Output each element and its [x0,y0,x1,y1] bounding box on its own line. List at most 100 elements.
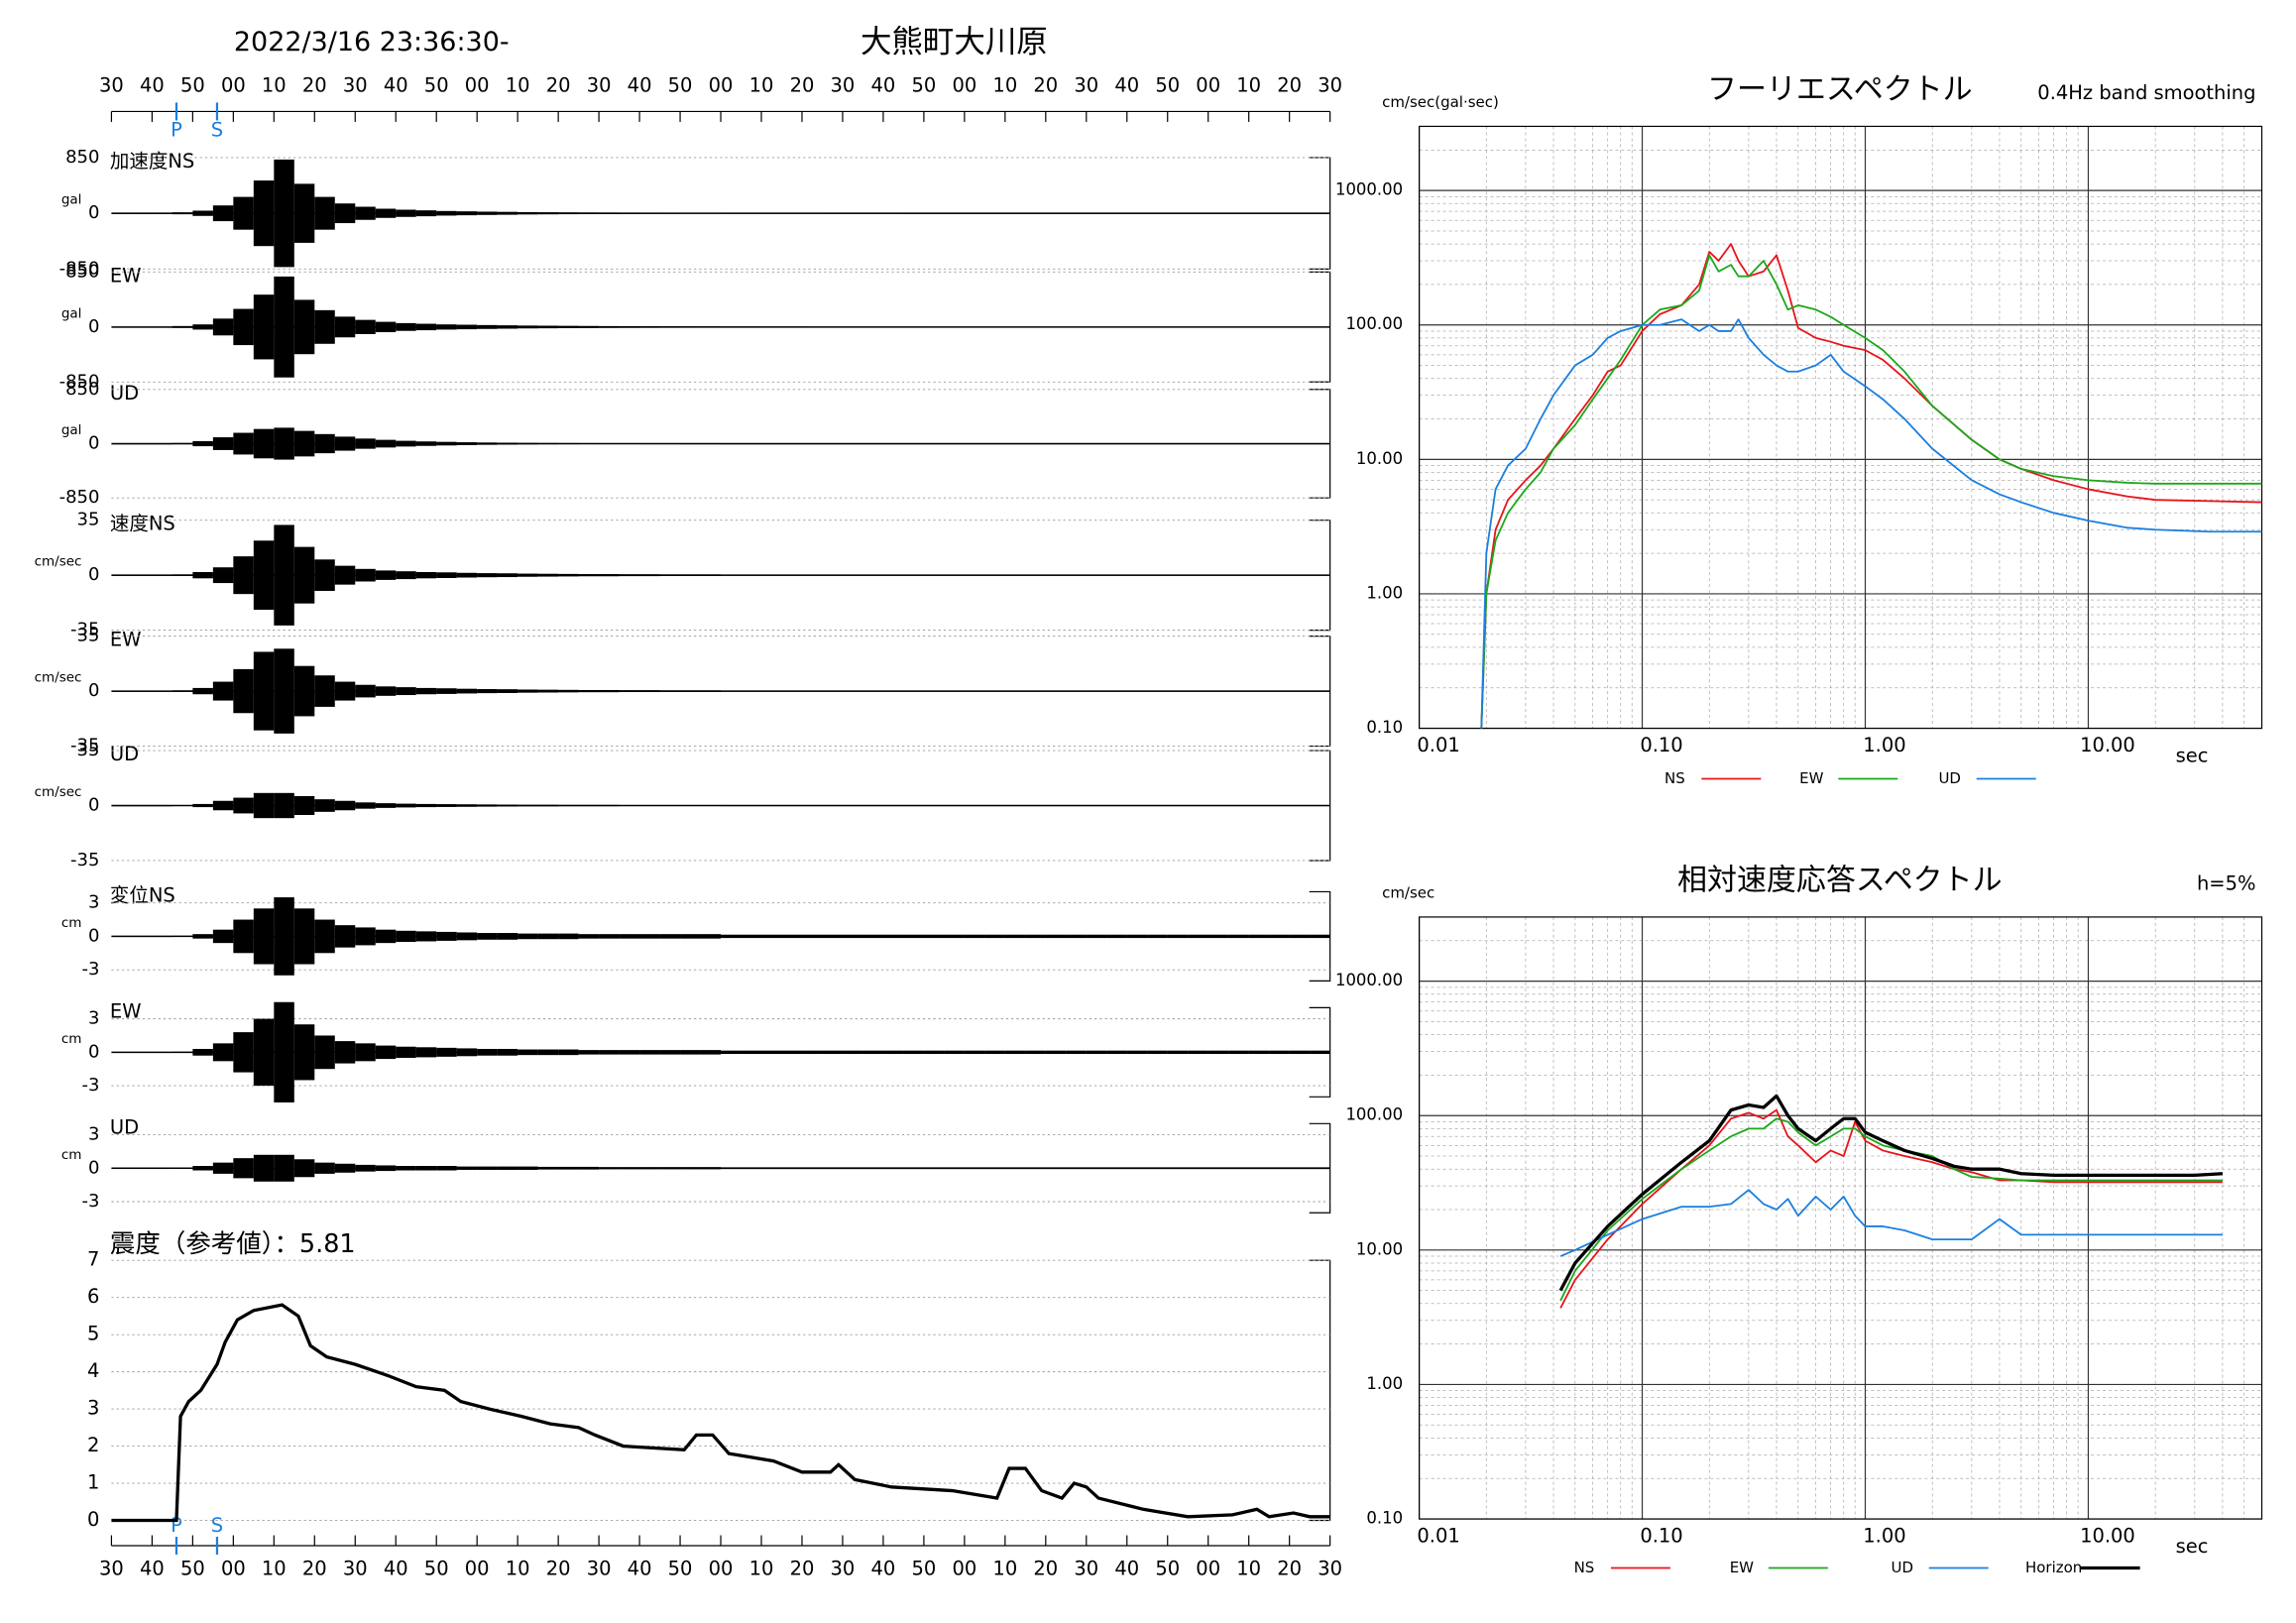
waveform-envelope [1126,574,1148,576]
waveform-envelope [882,443,904,445]
waveform-envelope [517,689,538,693]
waveform-envelope [721,212,742,214]
waveform-envelope [172,805,193,806]
waveform-envelope [293,299,315,355]
y-tick-label: 1000.00 [1335,971,1403,989]
waveform-envelope [172,1051,193,1053]
x-tick-label: 20 [302,1558,327,1580]
waveform-envelope [396,322,416,331]
waveform-envelope [619,934,640,939]
x-tick-label: 30 [831,1558,856,1580]
waveform-envelope [680,574,701,576]
y-tick-label: 0.10 [1366,718,1403,737]
waveform-envelope [578,325,600,328]
waveform-envelope [619,212,640,214]
waveform-envelope [396,930,416,943]
waveform-envelope [517,933,538,940]
x-tick-label: 30 [587,1558,612,1580]
waveform-envelope [1025,805,1046,807]
waveform-envelope [1269,443,1290,445]
waveform-envelope [517,1166,538,1170]
waveform-envelope [984,690,1005,692]
x-axis-label: sec [2176,1535,2209,1558]
waveform-envelope [415,931,437,942]
waveform-envelope [537,804,559,807]
waveform-envelope [293,908,315,965]
y-tick-label: -3 [82,1075,100,1096]
waveform-envelope [1269,805,1290,807]
waveform-envelope [781,690,802,692]
unit-label: cm/sec [35,670,82,686]
waveform-envelope [233,432,254,455]
x-tick-label: 1.00 [1863,734,1905,756]
waveform-envelope [253,428,275,459]
waveform-envelope [882,212,904,214]
waveform-envelope [1289,690,1311,692]
waveform-envelope [456,1048,478,1057]
waveform-envelope [1086,443,1107,445]
waveform-envelope [1289,805,1311,807]
x-tick-label: 00 [709,1558,734,1580]
waveform-envelope [882,1050,904,1055]
waveform-envelope [111,805,132,807]
y-tick-label: 1.00 [1366,583,1403,602]
waveform-envelope [396,571,416,580]
waveform-envelope [111,1168,132,1170]
waveform-envelope [1066,1167,1087,1170]
waveform-envelope [1045,443,1067,445]
waveform-envelope [578,804,600,807]
waveform-envelope [212,929,234,944]
legend-label: UD [1891,1559,1913,1576]
waveform-envelope [1126,443,1148,445]
y-tick-label: 0 [88,564,99,585]
legend-label: EW [1799,769,1823,787]
waveform-envelope [1248,805,1270,807]
waveform-envelope [1066,212,1087,214]
waveform-envelope [741,690,762,692]
waveform-envelope [741,805,762,807]
waveform-envelope [152,574,172,576]
waveform-envelope [1086,934,1107,939]
channel-label: UD [110,382,139,405]
waveform-envelope [415,210,437,217]
waveform-envelope [1207,443,1229,445]
waveform-envelope [1147,443,1168,445]
x-tick-label: 20 [1277,73,1302,96]
waveform-envelope [1025,326,1046,328]
waveform-envelope [192,571,213,579]
waveform-envelope [517,325,538,329]
waveform-envelope [1207,805,1229,807]
waveform-envelope [680,326,701,328]
waveform-envelope [436,441,457,446]
waveform-envelope [293,1159,315,1178]
waveform-envelope [761,574,782,576]
waveform-envelope [537,573,559,577]
x-tick-label: 10 [1236,1558,1261,1580]
waveform-envelope [212,318,234,336]
waveform-envelope [882,805,904,807]
waveform-envelope [1167,1167,1189,1170]
y-tick-label: 3 [88,1008,99,1029]
waveform-envelope [334,925,356,948]
x-tick-label: 20 [790,1558,815,1580]
waveform-envelope [274,648,294,734]
waveform-envelope [274,897,294,976]
waveform-envelope [822,212,843,214]
x-tick-label: 40 [628,1558,652,1580]
waveform-envelope [1106,326,1127,328]
waveform-envelope [822,1167,843,1170]
x-tick-label: 10 [262,1558,287,1580]
legend-label: EW [1730,1559,1754,1576]
waveform-envelope [253,651,275,731]
waveform-envelope [1004,574,1026,576]
waveform-envelope [1269,212,1290,214]
y-tick-label: 0 [88,795,99,816]
waveform-envelope [923,212,945,214]
y-tick-label: 100.00 [1345,314,1403,333]
waveform-envelope [578,934,600,939]
waveform-envelope [659,690,681,692]
waveform-envelope [578,1166,600,1170]
waveform-envelope [537,689,559,693]
waveform-envelope [415,441,437,446]
waveform-envelope [1045,934,1067,939]
